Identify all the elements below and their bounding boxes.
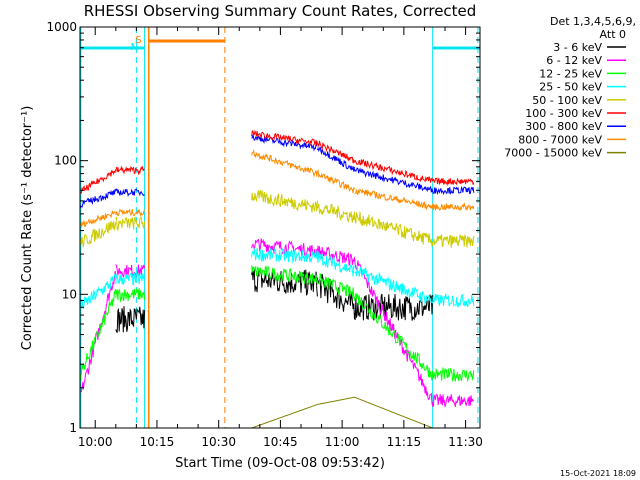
series-line bbox=[316, 273, 355, 320]
legend-label: 100 - 300 keV bbox=[525, 107, 602, 120]
series-line bbox=[251, 404, 318, 429]
series-50-100keV bbox=[79, 189, 475, 248]
series-line bbox=[251, 189, 318, 213]
series-300-800keV bbox=[79, 134, 475, 209]
x-axis-label: Start Time (09-Oct-08 09:53:42) bbox=[175, 456, 385, 471]
series-line bbox=[354, 293, 434, 381]
series-line bbox=[79, 273, 117, 309]
legend-label: 50 - 100 keV bbox=[532, 94, 602, 107]
x-tick-label: 11:15 bbox=[387, 435, 422, 449]
x-tick-label: 11:30 bbox=[448, 435, 483, 449]
series-line bbox=[115, 165, 145, 176]
plot-area: NS bbox=[79, 27, 480, 429]
series-line bbox=[251, 129, 318, 146]
series-line bbox=[317, 169, 355, 194]
series-7000-15000keV bbox=[80, 396, 474, 429]
x-tick-label: 10:30 bbox=[201, 435, 236, 449]
chart-title: RHESSI Observing Summary Count Rates, Co… bbox=[84, 2, 477, 20]
series-line bbox=[251, 265, 318, 285]
series-line bbox=[115, 306, 146, 333]
series-line bbox=[354, 258, 434, 407]
series-line bbox=[79, 289, 117, 380]
series-line bbox=[354, 158, 434, 183]
series-line bbox=[115, 271, 146, 286]
series-line bbox=[432, 293, 475, 308]
series-line bbox=[115, 215, 146, 231]
series-line bbox=[316, 140, 355, 164]
y-tick-label: 1000 bbox=[46, 20, 77, 34]
series-6-12keV bbox=[79, 238, 475, 408]
series-12-25keV bbox=[79, 265, 475, 383]
series-line bbox=[115, 208, 146, 217]
legend-label: 12 - 25 keV bbox=[539, 67, 602, 80]
series-line bbox=[316, 273, 355, 301]
series-line bbox=[354, 396, 433, 429]
series-line bbox=[115, 264, 146, 279]
series-line bbox=[432, 393, 475, 408]
saa-marker-label: S bbox=[135, 35, 141, 46]
series-line bbox=[317, 396, 355, 405]
series-line bbox=[432, 177, 475, 187]
y-axis-label: Corrected Count Rate (s⁻¹ detector⁻¹) bbox=[20, 106, 35, 351]
y-tick-label: 10 bbox=[62, 287, 77, 301]
series-line bbox=[79, 210, 117, 229]
series-800-7000keV bbox=[79, 149, 475, 229]
x-tick-label: 10:15 bbox=[140, 435, 175, 449]
legend-header-line-1: Det 1,3,4,5,6,9, bbox=[550, 15, 636, 28]
legend-label: 25 - 50 keV bbox=[539, 81, 602, 94]
legend-label: 300 - 800 keV bbox=[525, 120, 602, 133]
series-line bbox=[316, 203, 355, 223]
series-line bbox=[316, 251, 355, 277]
legend-label: 7000 - 15000 keV bbox=[504, 147, 602, 160]
legend-label: 800 - 7000 keV bbox=[518, 133, 602, 146]
plot-frame bbox=[79, 26, 481, 429]
footer-date: 15-Oct-2021 18:09 bbox=[560, 469, 636, 478]
series-line bbox=[115, 188, 145, 197]
series-line bbox=[354, 266, 434, 306]
series-line bbox=[316, 146, 355, 172]
series-line bbox=[432, 366, 475, 383]
series-line bbox=[79, 169, 117, 194]
night-marker-label: N bbox=[131, 42, 138, 53]
series-line bbox=[432, 201, 475, 212]
series-line bbox=[432, 233, 475, 248]
series-line bbox=[354, 211, 434, 247]
series-line bbox=[316, 245, 355, 267]
legend-label: 3 - 6 keV bbox=[553, 41, 602, 54]
series-line bbox=[79, 270, 117, 393]
series-line bbox=[251, 134, 318, 152]
series-100-300keV bbox=[79, 129, 475, 194]
series-line bbox=[79, 188, 116, 209]
series-line bbox=[79, 220, 117, 248]
legend-header-line-2: Att 0 bbox=[600, 28, 626, 41]
series-line bbox=[251, 268, 318, 297]
series-line bbox=[115, 288, 146, 303]
series-3-6keV bbox=[115, 268, 434, 333]
x-tick-label: 10:00 bbox=[78, 435, 113, 449]
series-line bbox=[354, 167, 434, 193]
legend-label: 6 - 12 keV bbox=[546, 54, 602, 67]
series-line bbox=[354, 188, 434, 211]
series-line bbox=[251, 246, 318, 264]
x-tick-label: 10:45 bbox=[263, 435, 298, 449]
series-line bbox=[354, 293, 434, 321]
series-25-50keV bbox=[79, 246, 475, 309]
series-line bbox=[251, 149, 318, 178]
x-tick-label: 11:00 bbox=[325, 435, 360, 449]
series-line bbox=[432, 186, 475, 196]
y-tick-label: 100 bbox=[54, 154, 77, 168]
y-tick-label: 1 bbox=[69, 421, 77, 435]
